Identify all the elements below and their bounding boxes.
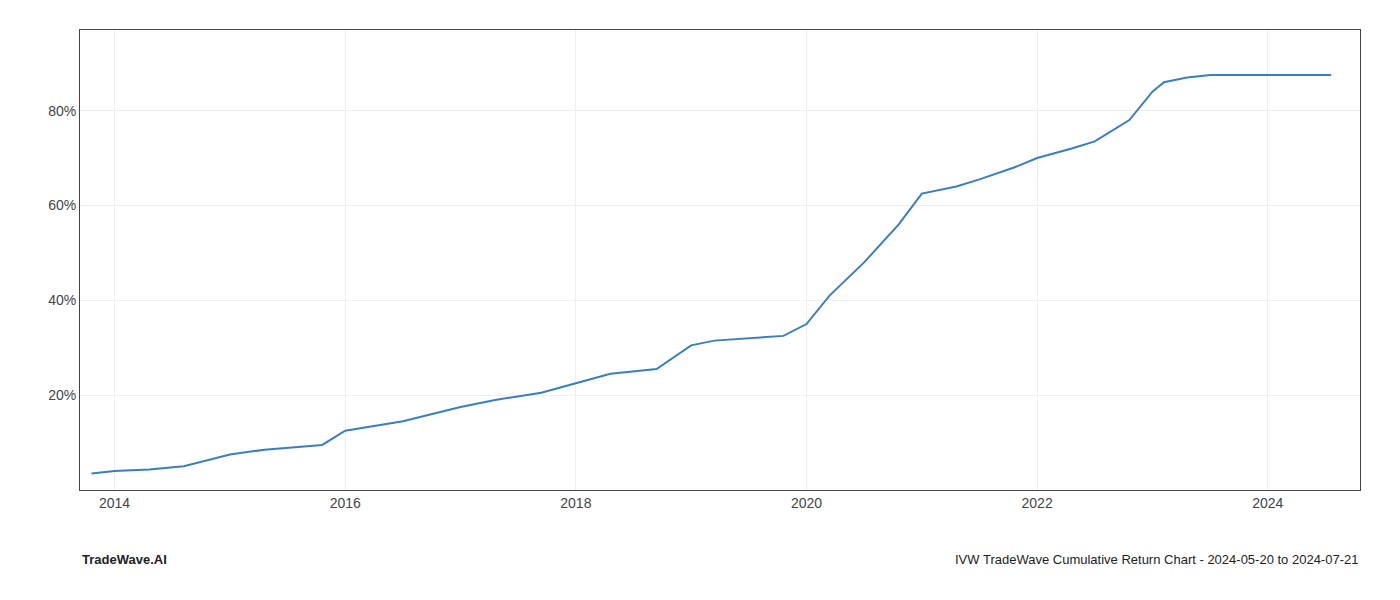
svg-text:2022: 2022 (1022, 495, 1053, 511)
svg-text:2024: 2024 (1252, 495, 1283, 511)
svg-text:2020: 2020 (791, 495, 822, 511)
svg-text:40%: 40% (48, 292, 76, 308)
svg-text:60%: 60% (48, 197, 76, 213)
svg-text:20%: 20% (48, 387, 76, 403)
svg-text:2018: 2018 (560, 495, 591, 511)
svg-text:2016: 2016 (330, 495, 361, 511)
svg-text:80%: 80% (48, 103, 76, 119)
svg-text:IVW TradeWave Cumulative Retur: IVW TradeWave Cumulative Return Chart - … (955, 552, 1358, 567)
svg-text:TradeWave.AI: TradeWave.AI (82, 552, 167, 567)
svg-text:2014: 2014 (99, 495, 130, 511)
